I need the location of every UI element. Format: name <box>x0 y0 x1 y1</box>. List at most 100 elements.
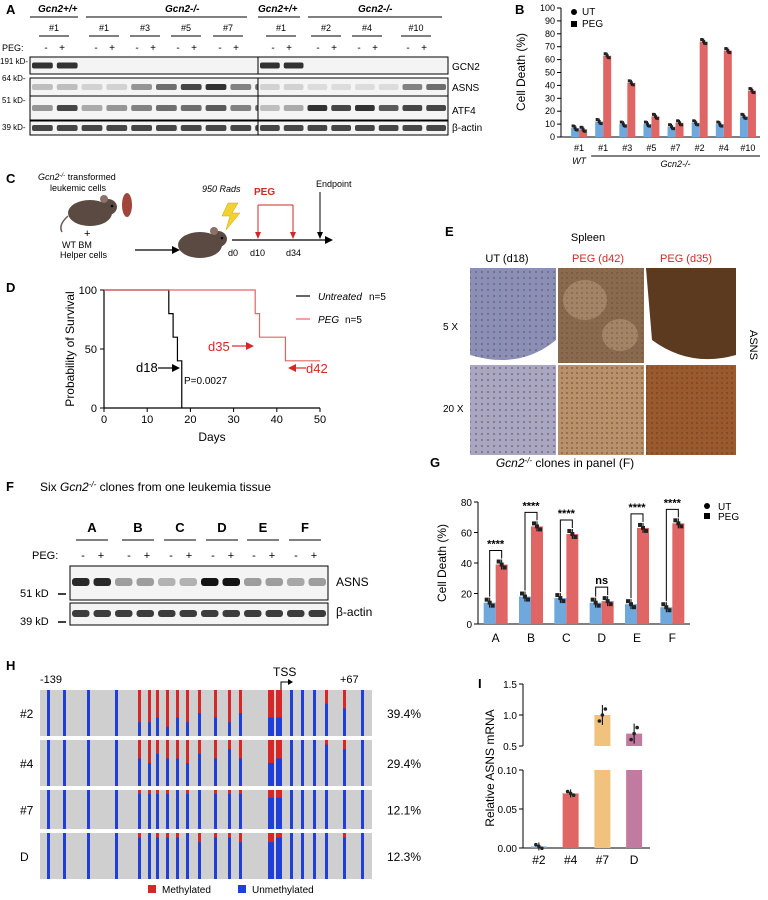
helper-label-line1: WT BM <box>62 240 92 250</box>
cpg-site <box>47 740 50 786</box>
tss-arrow-icon <box>280 681 290 690</box>
peg-sign-minus: - <box>271 43 274 54</box>
cpg-site <box>138 740 141 786</box>
blot-band-actin <box>136 610 154 617</box>
chart-g-sig-label: **** <box>558 508 576 520</box>
methylation-row-bg <box>40 690 372 736</box>
chart-b-ytick: 100 <box>540 3 555 13</box>
peg-sign-plus: + <box>186 550 192 562</box>
blot-band <box>180 125 202 131</box>
blot-band <box>283 84 304 90</box>
chart-g-point <box>520 591 524 596</box>
blot-band-actin <box>265 610 283 617</box>
chart-d-annot-d42: d42 <box>306 361 328 376</box>
cpg-methylated <box>239 740 242 759</box>
chart-b-point <box>573 126 577 130</box>
cpg-site <box>214 790 217 829</box>
blot-band <box>205 84 227 90</box>
cpg-methylated <box>228 790 231 794</box>
chart-b-point <box>631 83 635 87</box>
methylation-row-bg <box>40 740 372 786</box>
chart-b-point <box>619 120 623 124</box>
panel-letter-f: F <box>6 479 14 494</box>
chart-g-point <box>641 525 645 530</box>
cpg-methylated <box>343 833 346 838</box>
blot-band <box>81 125 103 131</box>
chart-b-point <box>704 42 708 46</box>
chart-d-xlabel: Days <box>198 430 225 444</box>
chart-b-point <box>676 119 680 123</box>
clone-label-f: E <box>259 520 268 535</box>
chart-g-point <box>523 594 527 599</box>
panel-letter-g: G <box>430 455 440 470</box>
chart-b-point <box>702 40 706 44</box>
blot-band-asns <box>222 578 240 586</box>
chart-g-point <box>502 565 507 570</box>
chart-d-annot-d18: d18 <box>136 360 158 375</box>
panel-letter-c: C <box>6 171 16 186</box>
chart-g-point <box>605 599 610 604</box>
cpg-site <box>276 740 282 786</box>
group-label-wt-right: Gcn2+/+ <box>258 4 298 15</box>
chart-d-xtick: 30 <box>227 414 239 426</box>
chart-g-point <box>661 602 666 607</box>
chart-g-point <box>644 528 648 533</box>
chart-b-bar-ut <box>571 127 580 137</box>
blot-band-asns <box>93 578 111 586</box>
chart-g-point <box>558 596 563 601</box>
chart-d-xtick: 40 <box>271 414 283 426</box>
cpg-methylated <box>186 690 189 723</box>
blot-band <box>260 125 280 131</box>
blot-band-asns <box>287 578 305 586</box>
chart-b-point <box>720 124 724 128</box>
panel-b-bar-chart: B Cell Death (%) 0 10 20 30 40 50 60 70 80 90 100 #… <box>514 2 760 169</box>
blot-band <box>180 84 202 90</box>
cpg-methylated <box>276 790 282 798</box>
chart-b-point <box>579 125 583 129</box>
blot-band-actin <box>222 610 240 617</box>
peg-sign-plus: + <box>228 550 234 562</box>
chart-d-legend-peg-n: n=5 <box>345 315 362 326</box>
chart-d-ytick: 0 <box>91 403 97 415</box>
cpg-methylated <box>325 690 328 704</box>
chart-b-point <box>742 114 746 118</box>
chart-g-point <box>567 529 572 534</box>
peg-sign-minus: - <box>44 43 47 54</box>
cpg-methylated <box>166 833 169 838</box>
cpg-methylated <box>138 833 141 838</box>
col-label-peg-d35: PEG (d35) <box>660 253 712 265</box>
mw-51: 51 kD- <box>2 96 26 105</box>
spleen-icon <box>122 193 132 217</box>
blot-band <box>56 105 78 111</box>
chart-g-ytick: 0 <box>466 620 472 631</box>
peg-sign-minus: - <box>357 43 360 54</box>
timepoint-d10: d10 <box>250 248 265 258</box>
cpg-site <box>214 740 217 786</box>
chart-g-bar-ut <box>554 598 567 624</box>
chart-b-point <box>692 119 696 123</box>
mw-64: 64 kD- <box>2 74 26 83</box>
chart-b-point <box>716 120 720 124</box>
chart-d-xtick: 0 <box>101 414 107 426</box>
chart-b-bar-peg <box>747 90 756 137</box>
chart-b-point <box>680 123 684 127</box>
cpg-site <box>63 740 66 786</box>
chart-g-point <box>590 597 595 602</box>
chart-g-point <box>570 532 575 537</box>
chart-g-sig-bracket <box>559 519 573 593</box>
cpg-site <box>228 833 231 879</box>
panel-letter-d: D <box>6 280 15 295</box>
blot-band <box>106 84 128 90</box>
chart-g-point <box>632 605 636 610</box>
chart-b-point <box>696 123 700 127</box>
panel-f-western-blot: F Six Gcn2-/- clones from one leukemia t… <box>6 479 372 628</box>
peg-label-c: PEG <box>254 187 275 198</box>
chart-i-bar-upper <box>594 715 611 746</box>
chart-b-legend-peg: PEG <box>582 19 603 30</box>
peg-sign-plus: + <box>421 43 427 54</box>
chart-g-xtick: F <box>669 631 676 645</box>
chart-i-point <box>568 791 573 796</box>
chart-g-bar-ut <box>483 602 496 624</box>
chart-g-sig-bracket <box>524 511 538 591</box>
chart-g-point <box>496 559 501 564</box>
